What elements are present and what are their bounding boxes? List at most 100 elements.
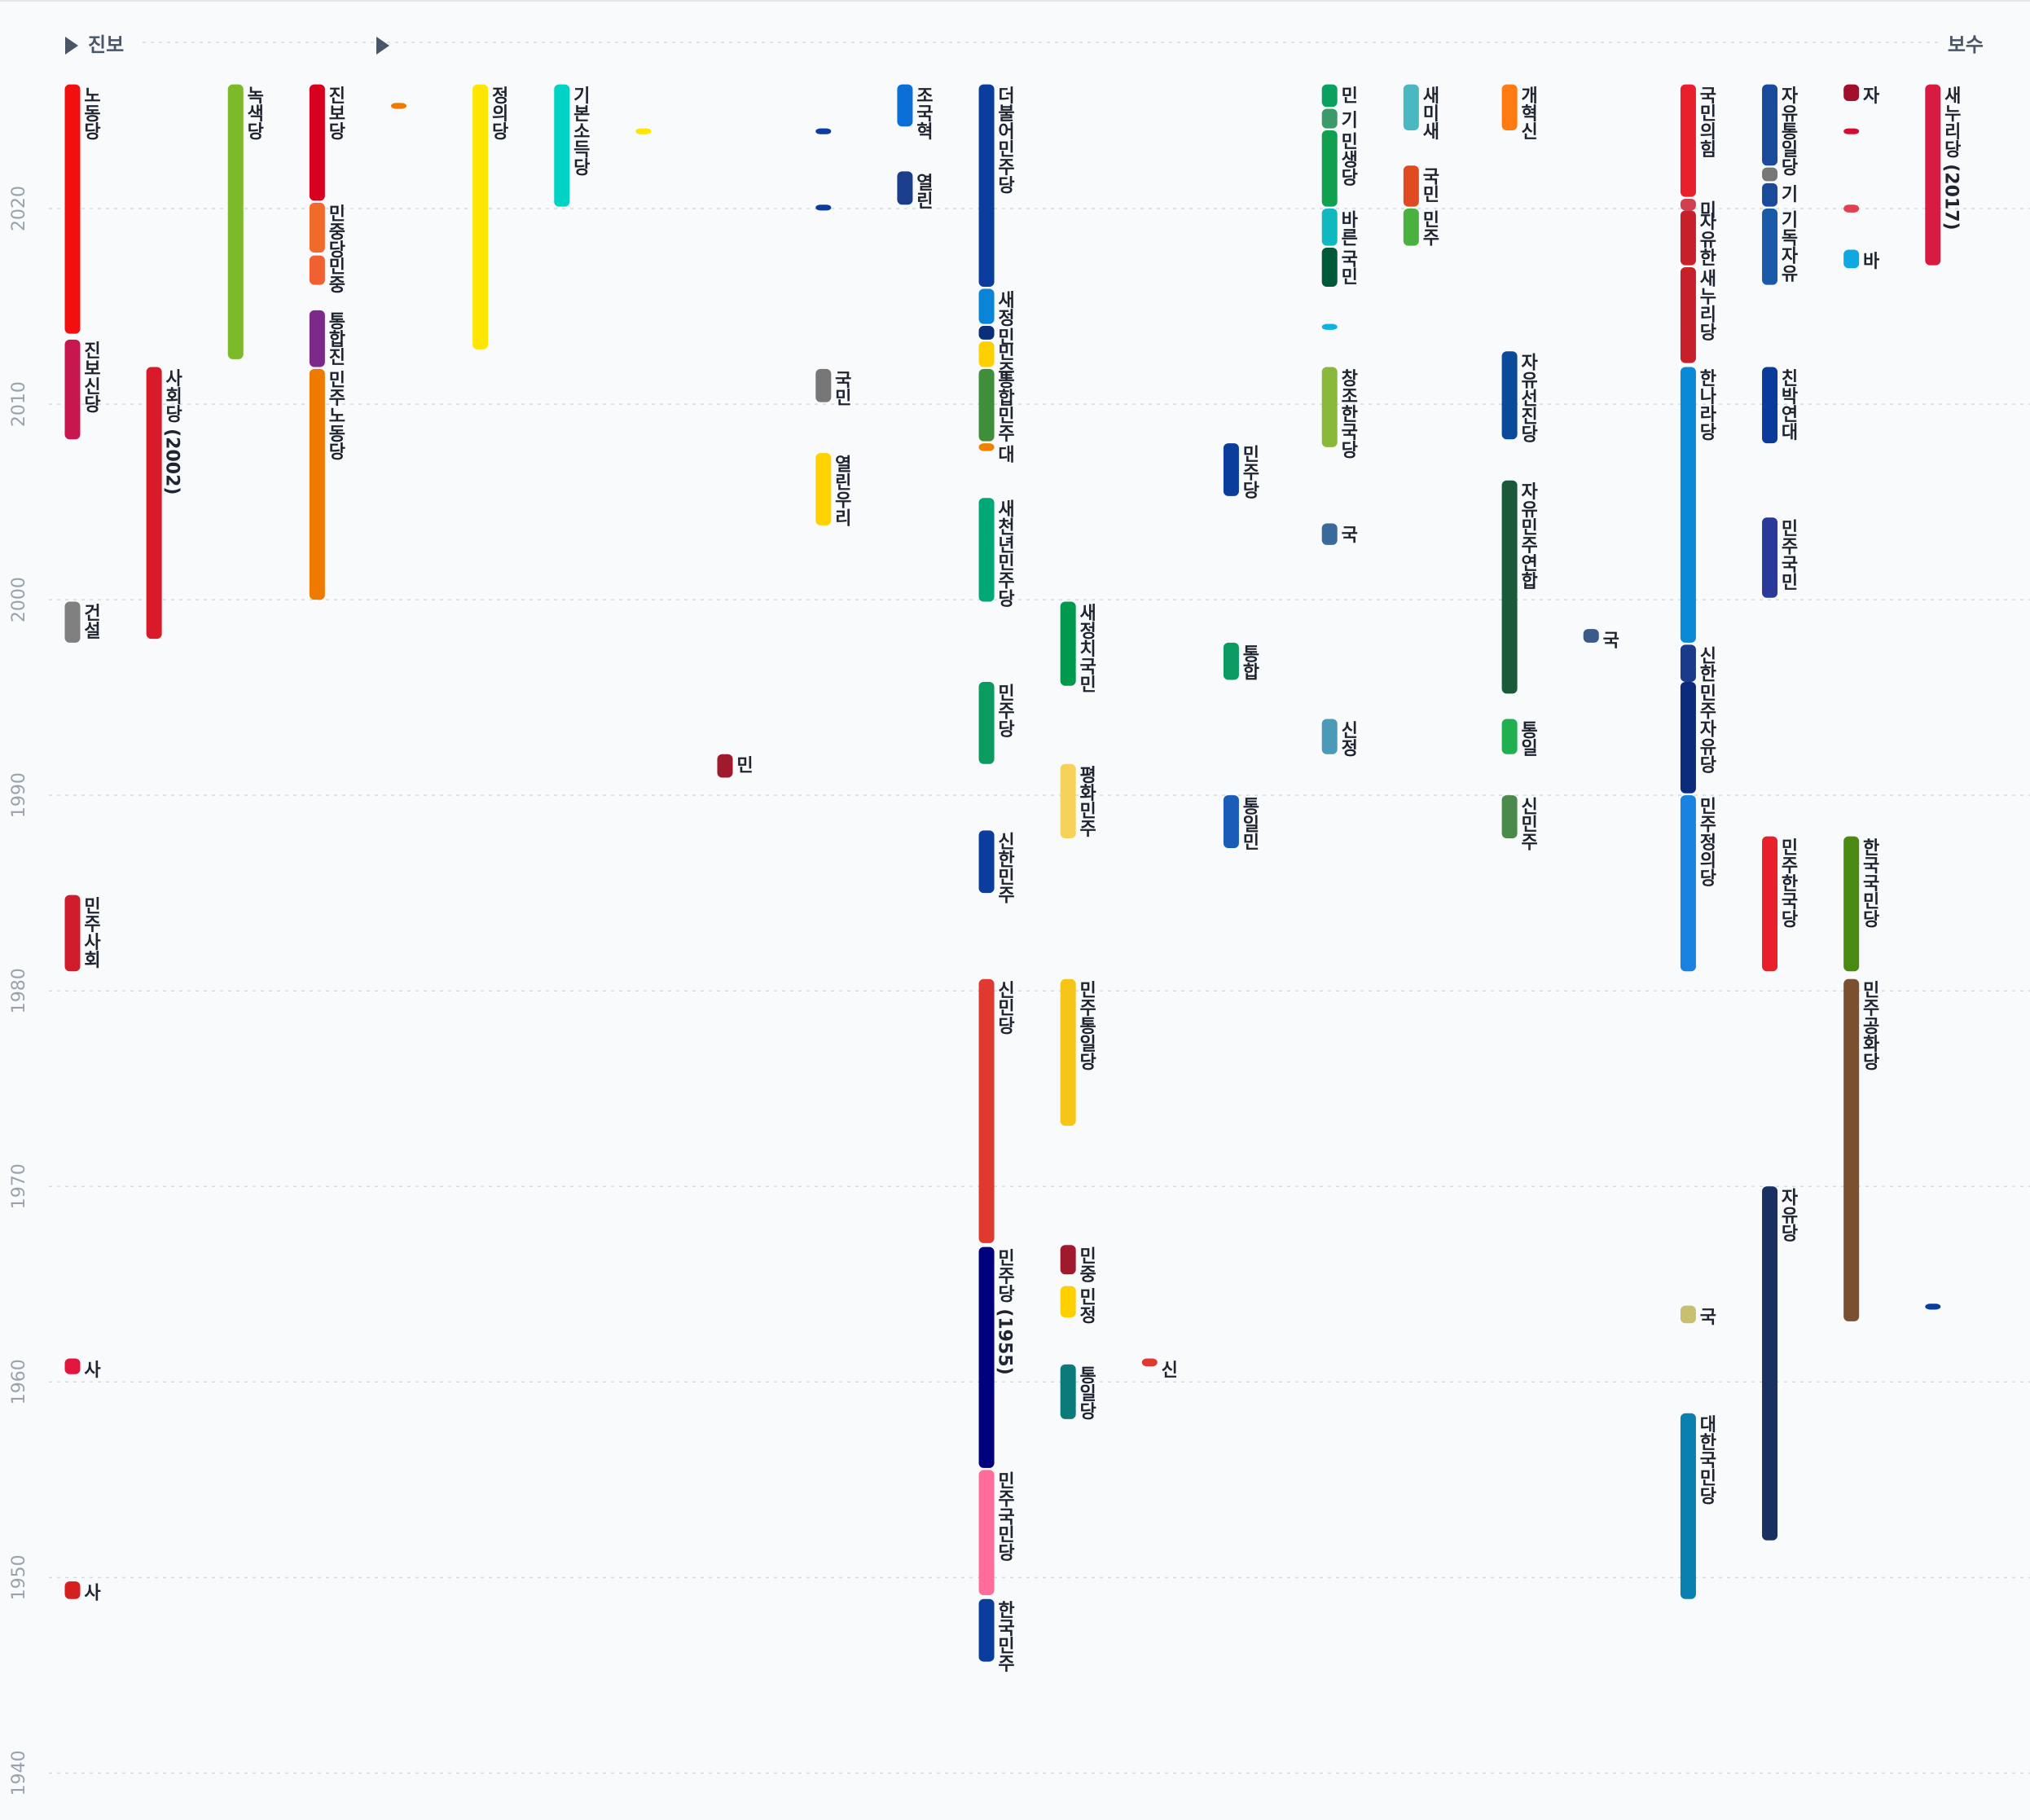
y-tick-label: 1960 [9, 1359, 29, 1405]
party-bar [815, 204, 832, 211]
party-bar [554, 84, 570, 207]
party-bar [1321, 367, 1338, 447]
party-bar [1501, 719, 1518, 754]
party-label: 신 [1158, 1360, 1178, 1378]
party-label: 친박연대 [1777, 368, 1798, 440]
party-label: 자유당 [1777, 1188, 1798, 1242]
party-label: 통일민 [1239, 797, 1259, 851]
party-label: 통합 [1239, 644, 1259, 680]
party-label: 민중 [1076, 1246, 1096, 1282]
party-label: 열린 [912, 173, 933, 209]
party-bar [978, 443, 995, 451]
party-label: 국 [1599, 631, 1619, 648]
party-bar [1583, 629, 1599, 643]
right-label: 보수 [1948, 33, 1984, 56]
party-label: 바른 [1338, 210, 1358, 246]
party-label: 신한민주 [995, 832, 1015, 903]
party-label: 민주사회 [81, 897, 101, 969]
party-label: 민주국민당 [995, 1471, 1015, 1561]
party-label: 민주 [995, 343, 1015, 379]
party-label: 국 [1338, 525, 1358, 543]
party-label: 민중당 [325, 204, 345, 258]
party-label: 민주정의당 [1696, 797, 1716, 886]
party-bar [1762, 167, 1778, 182]
party-bar [1321, 130, 1338, 207]
party-bar [978, 830, 995, 894]
party-label: 민정 [1076, 1288, 1096, 1324]
party-bar [1501, 351, 1518, 440]
party-label: 새누리당 [1696, 269, 1716, 341]
party-label: 조국혁 [912, 86, 933, 140]
y-tick-label: 1970 [9, 1163, 29, 1209]
party-bar [978, 288, 995, 324]
party-bar [64, 601, 81, 643]
party-bar [978, 1470, 995, 1595]
party-label: 민 [733, 756, 754, 774]
party-bar [978, 84, 995, 288]
party-bar [1501, 84, 1518, 131]
party-bar [1321, 248, 1338, 288]
party-label: 자유한 [1696, 212, 1716, 266]
party-bar [815, 128, 832, 134]
party-bar [1925, 84, 1941, 266]
party-label: 통일 [1518, 721, 1538, 757]
party-label: 평화민주 [1076, 766, 1096, 837]
party-label: 대한국민당 [1696, 1415, 1716, 1505]
y-tick-label: 1950 [9, 1554, 29, 1600]
party-label: 신정 [1338, 721, 1358, 757]
party-bar [1403, 84, 1419, 131]
y-tick-label: 2000 [9, 577, 29, 622]
party-bar [1321, 323, 1338, 330]
party-bar [1223, 642, 1239, 680]
party-label: 민주 [1419, 210, 1439, 246]
party-label: 사회당 (2002) [162, 368, 182, 495]
party-bar [1843, 204, 1860, 213]
party-bar [1321, 209, 1338, 246]
party-label: 새누리당 (2017) [1940, 86, 1961, 231]
party-label: 민생당 [1338, 132, 1358, 186]
party-label: 자유민주연합 [1518, 482, 1538, 590]
y-tick-label: 2010 [9, 381, 29, 427]
party-bar [309, 310, 325, 367]
party-bar [1680, 795, 1696, 972]
party-bar [1762, 209, 1778, 285]
party-label: 국민 [1338, 249, 1358, 285]
party-bar [978, 1598, 995, 1662]
party-bar [978, 368, 995, 442]
party-label: 건설 [81, 604, 101, 640]
party-label: 자 [1859, 86, 1879, 104]
party-bar [64, 1358, 81, 1374]
party-label: 민주당 [1239, 445, 1259, 499]
party-bar [391, 103, 406, 109]
party-label: 새정치국민 [1076, 604, 1096, 693]
left-arrow [65, 37, 78, 55]
party-label: 진보당 [325, 86, 345, 140]
party-bar [1060, 978, 1076, 1126]
party-bar [1223, 795, 1239, 848]
party-bar [1925, 1303, 1941, 1310]
party-bar [1762, 836, 1778, 972]
party-bar [635, 128, 652, 134]
party-bar [897, 84, 913, 127]
party-bar [1762, 517, 1778, 598]
party-label: 한국민주 [995, 1601, 1015, 1673]
party-label: 통합민주 [995, 371, 1015, 442]
party-bar [978, 498, 995, 602]
party-bar [1762, 182, 1778, 207]
party-label: 기 [1338, 111, 1358, 129]
party-label: 사 [81, 1583, 101, 1601]
party-label: 기독자유 [1777, 210, 1798, 282]
party-bar [978, 681, 995, 764]
party-label: 한국국민당 [1859, 838, 1879, 928]
party-label: 민주공화당 [1859, 981, 1879, 1070]
party-bar [1680, 681, 1696, 794]
party-bar [309, 255, 325, 285]
party-label: 새정 [995, 290, 1015, 326]
party-bar [64, 339, 81, 440]
party-bar [1762, 1186, 1778, 1541]
party-bar [1403, 165, 1419, 207]
party-bar [1680, 644, 1696, 682]
party-label: 기본소득당 [569, 86, 590, 176]
